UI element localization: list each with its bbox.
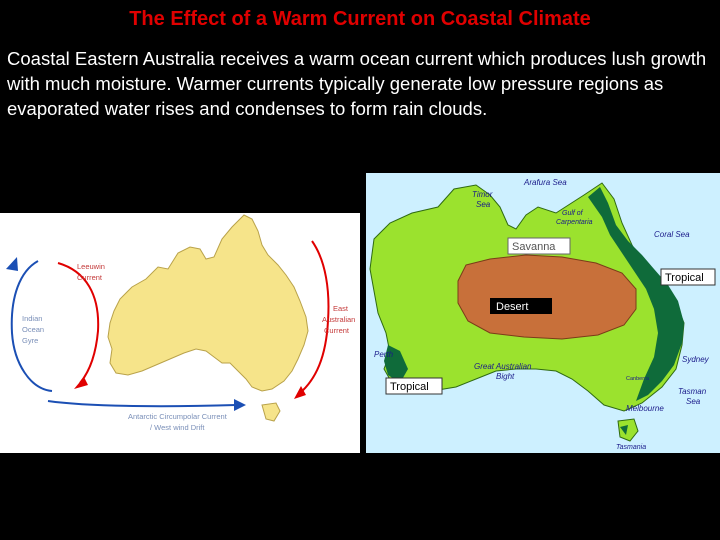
antarctic-circumpolar-arrow [47, 400, 237, 408]
desert-region [457, 254, 637, 340]
gulf-label-line1: Gulf of [562, 210, 584, 217]
tasmania-region [617, 418, 639, 442]
perth-label: Perth [374, 350, 394, 359]
melbourne-label: Melbourne [626, 404, 664, 413]
climate-regions-map: Arafura Sea Timor Sea Gulf of Carpentari… [366, 173, 720, 453]
coral-sea-label: Coral Sea [654, 230, 690, 239]
gulf-label-line2: Carpentaria [556, 219, 593, 226]
indian-ocean-label-line1: Indian [22, 314, 42, 323]
indian-ocean-gyre-arrow [10, 260, 53, 392]
acc-label-line1: Antarctic Circumpolar Current [128, 412, 228, 421]
tasmania-island [261, 402, 281, 422]
australia-landmass [107, 214, 309, 392]
slide-title: The Effect of a Warm Current on Coastal … [129, 8, 591, 30]
timor-sea-label-line1: Timor [472, 190, 493, 199]
indian-ocean-label-line3: Gyre [22, 336, 38, 345]
tasman-sea-label-line2: Sea [686, 397, 701, 406]
canberra-label: Canberra [626, 376, 650, 382]
east-australian-current-arrow [299, 240, 330, 394]
bight-label-line2: Bight [496, 372, 515, 381]
ocean-currents-map: Leeuwin Current Indian Ocean Gyre East A… [0, 213, 360, 453]
desert-label: Desert [496, 301, 528, 313]
sydney-label: Sydney [682, 355, 710, 364]
indian-ocean-label-line2: Ocean [22, 325, 44, 334]
tropical-forest-southwest [384, 345, 408, 383]
tasman-sea-label-line1: Tasman [678, 387, 707, 396]
tasmania-label: Tasmania [616, 444, 646, 451]
east-current-label-line2: Australian [322, 315, 355, 324]
bight-label-line1: Great Australian [474, 362, 532, 371]
tropical-forest-east [588, 187, 684, 401]
timor-sea-label-line2: Sea [476, 200, 491, 209]
savanna-label: Savanna [512, 241, 556, 253]
leeuwin-current-arrow [57, 262, 100, 384]
tasmania-forest [620, 425, 628, 435]
east-current-label-line3: Current [324, 326, 350, 335]
leeuwin-label-line1: Leeuwin [77, 262, 105, 271]
acc-label-line2: / West wind Drift [150, 423, 205, 432]
east-current-label-line1: East [333, 304, 349, 313]
leeuwin-label-line2: Current [77, 273, 103, 282]
arafura-sea-label: Arafura Sea [523, 178, 567, 187]
tropical-east-label: Tropical [665, 272, 704, 284]
tropical-south-label: Tropical [390, 381, 429, 393]
slide-body-text: Coastal Eastern Australia receives a war… [7, 48, 707, 119]
